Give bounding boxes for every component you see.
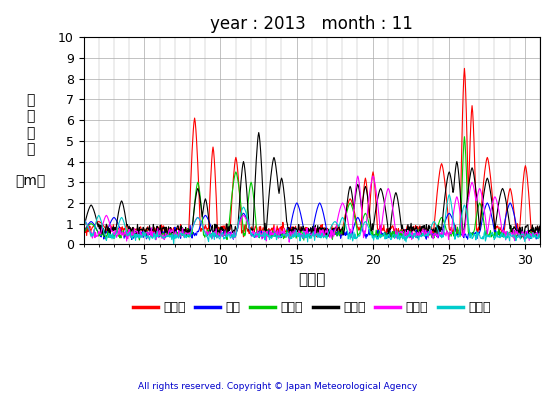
Title: year : 2013   month : 11: year : 2013 month : 11: [210, 15, 413, 33]
X-axis label: （日）: （日）: [298, 273, 325, 288]
Text: All rights reserved. Copyright © Japan Meteorological Agency: All rights reserved. Copyright © Japan M…: [138, 382, 417, 391]
Legend: 上ノ国, 唐桑, 石廊崎, 経ヶ岬, 生月島, 屋久島: 上ノ国, 唐桑, 石廊崎, 経ヶ岬, 生月島, 屋久島: [128, 296, 496, 319]
Y-axis label: 有
義
波
高

（m）: 有 義 波 高 （m）: [15, 93, 46, 188]
